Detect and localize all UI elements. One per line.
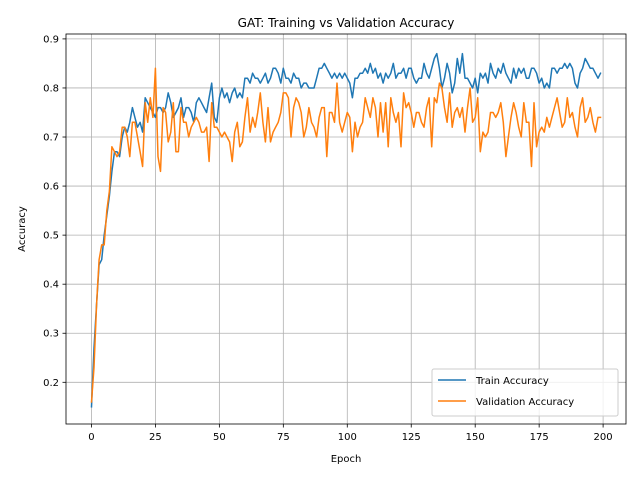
- x-tick-label: 100: [338, 432, 357, 443]
- x-tick-label: 25: [149, 432, 162, 443]
- y-axis-ticks: 0.2 0.3 0.4 0.5 0.6 0.7 0.8 0.9: [43, 34, 66, 389]
- chart-title: GAT: Training vs Validation Accuracy: [238, 16, 455, 30]
- y-tick-label: 0.3: [43, 329, 59, 340]
- x-tick-label: 75: [277, 432, 290, 443]
- y-tick-label: 0.4: [43, 280, 59, 291]
- y-tick-label: 0.5: [43, 231, 59, 242]
- y-tick-label: 0.8: [43, 83, 59, 94]
- series-layer: [90, 52, 602, 408]
- y-tick-label: 0.9: [43, 34, 59, 45]
- legend-label-validation: Validation Accuracy: [476, 397, 574, 408]
- train-accuracy-line: [90, 52, 602, 408]
- x-tick-label: 125: [402, 432, 421, 443]
- validation-accuracy-line: [90, 67, 602, 403]
- legend-label-train: Train Accuracy: [475, 376, 549, 387]
- x-tick-label: 0: [88, 432, 94, 443]
- x-tick-label: 175: [530, 432, 549, 443]
- y-tick-label: 0.6: [43, 182, 59, 193]
- y-tick-label: 0.2: [43, 378, 59, 389]
- x-axis-ticks: 0 25 50 75 100 125 150 175 200: [88, 424, 613, 443]
- x-tick-label: 150: [466, 432, 485, 443]
- y-tick-label: 0.7: [43, 133, 59, 144]
- y-axis-label: Accuracy: [17, 206, 28, 252]
- x-tick-label: 50: [213, 432, 226, 443]
- x-tick-label: 200: [594, 432, 613, 443]
- plot-frame: [65, 33, 627, 425]
- legend-box: [431, 368, 619, 417]
- legend: Train Accuracy Validation Accuracy: [431, 368, 619, 417]
- x-axis-label: Epoch: [331, 454, 362, 465]
